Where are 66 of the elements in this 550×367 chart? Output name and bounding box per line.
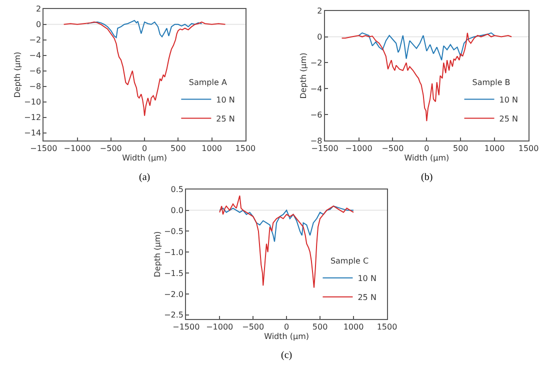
x-tick-label: 1000 [484, 144, 505, 154]
legend-title: Sample A [188, 78, 228, 87]
y-tick-label: −2 [310, 58, 322, 68]
x-tick-label: −1000 [64, 144, 91, 154]
y-tick-label: −4 [29, 51, 42, 60]
text: (b) [421, 172, 433, 183]
y-tick-label: −2.5 [164, 310, 184, 320]
x-axis-title: Width (μm) [264, 332, 310, 341]
legend-label: 10 N [358, 274, 376, 283]
legend-label: 25 N [358, 292, 376, 302]
text: (a) [139, 172, 150, 183]
x-tick-label: −1000 [345, 144, 372, 154]
x-tick-label: 500 [452, 144, 468, 154]
x-tick-label: −1500 [311, 144, 338, 154]
x-tick-label: 0 [142, 144, 148, 154]
x-tick-label: −500 [382, 144, 404, 154]
x-axis-title: Width (μm) [404, 153, 450, 162]
y-tick-label: −2.0 [164, 290, 184, 299]
y-tick-label: −8 [29, 82, 42, 92]
x-tick-label: 1000 [202, 144, 222, 154]
legend-label: 10 N [216, 95, 235, 104]
y-tick-label: −0.5 [164, 226, 184, 236]
y-tick-label: −14 [24, 128, 42, 138]
y-tick-label: 0.0 [170, 206, 184, 216]
line-series [63, 22, 226, 116]
text: (c) [281, 350, 292, 361]
line-series [219, 206, 354, 242]
y-tick-label: −2 [29, 36, 42, 45]
y-tick-label: −8 [310, 136, 322, 146]
y-tick-label: −6 [310, 110, 322, 120]
x-tick-label: 500 [312, 322, 328, 332]
x-tick-label: −1500 [172, 322, 200, 332]
y-tick-label: 0.5 [170, 185, 184, 194]
line-series [86, 20, 202, 38]
y-axis-title: Depth (μm) [299, 52, 308, 99]
x-tick-label: 1500 [518, 144, 539, 154]
y-tick-label: −4 [310, 84, 322, 94]
x-tick-label: −500 [242, 322, 264, 332]
x-tick-label: −500 [100, 144, 122, 154]
y-tick-label: −1.0 [164, 248, 184, 257]
y-tick-label: −12 [24, 113, 42, 122]
x-axis-title: Width (μm) [122, 153, 168, 162]
line-series [358, 32, 496, 61]
y-tick-label: 0 [36, 20, 42, 30]
y-tick-label: 2 [317, 6, 322, 16]
legend-label: 25 N [499, 114, 518, 124]
x-tick-label: 0 [284, 322, 290, 332]
y-tick-label: −10 [24, 98, 42, 107]
x-tick-label: 1500 [235, 144, 256, 154]
x-tick-label: 500 [170, 144, 186, 154]
x-tick-label: −1500 [30, 144, 58, 154]
legend-title: Sample B [472, 78, 510, 87]
line-series [341, 32, 512, 122]
x-tick-label: −1000 [206, 322, 234, 332]
x-tick-label: 1500 [376, 322, 398, 332]
x-tick-label: 1000 [343, 322, 364, 332]
y-tick-label: −1.5 [164, 268, 184, 278]
y-tick-label: 0 [317, 32, 322, 42]
y-tick-label: 2 [36, 4, 42, 14]
y-axis-title: Depth (μm) [12, 52, 22, 98]
y-tick-label: −6 [29, 66, 42, 76]
legend-title: Sample C [330, 256, 369, 266]
legend-label: 10 N [499, 95, 518, 104]
y-axis-title: Depth (μm) [152, 231, 162, 278]
legend-label: 25 N [216, 114, 235, 124]
x-tick-label: 0 [424, 144, 430, 154]
